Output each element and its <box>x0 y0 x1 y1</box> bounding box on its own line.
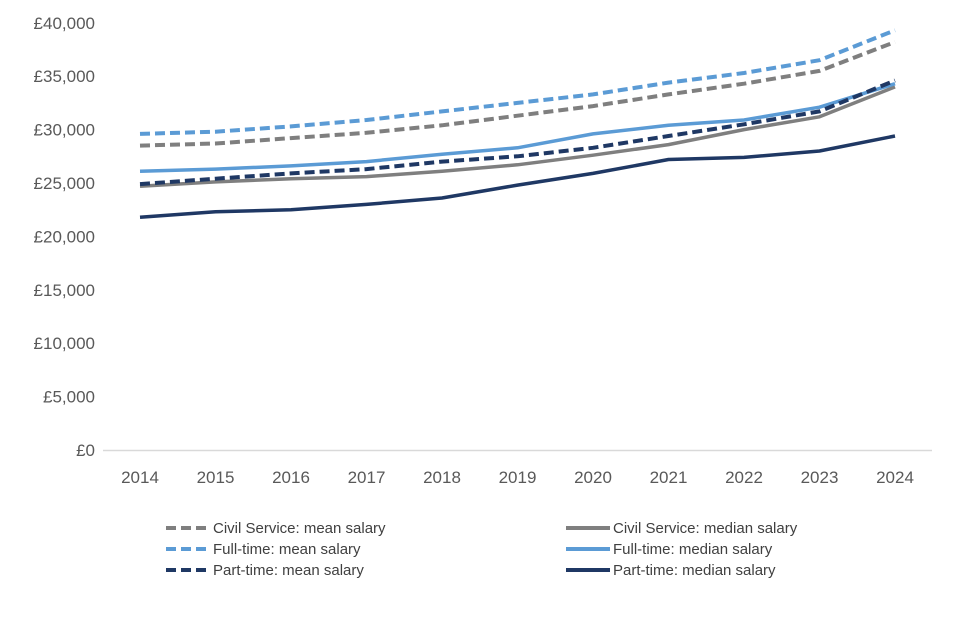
series-line-part-time-median-salary <box>139 134 896 219</box>
legend-item: Civil Service: median salary <box>566 519 798 537</box>
x-axis-tick-label: 2024 <box>876 468 914 487</box>
x-axis-tick-label: 2015 <box>197 468 235 487</box>
series-line-civil-service-median-salary <box>139 85 896 188</box>
y-axis-tick-label: £5,000 <box>43 388 95 407</box>
legend-label: Full-time: mean salary <box>213 540 361 558</box>
solid-line-sample-icon <box>566 547 610 551</box>
legend-column: Civil Service: mean salary Full-time: mea… <box>166 519 566 579</box>
legend-item: Full-time: mean salary <box>166 540 566 558</box>
y-axis-tick-label: £15,000 <box>34 281 95 300</box>
y-axis-tick-label: £35,000 <box>34 67 95 86</box>
x-axis-tick-label: 2019 <box>499 468 537 487</box>
salary-line-chart: £0 £5,000 £10,000 £15,000 £20,000 £25,000 £30,… <box>34 14 932 487</box>
legend-label: Part-time: mean salary <box>213 561 364 579</box>
y-axis-tick-label: £20,000 <box>34 227 95 246</box>
series-line-part-time-mean-salary <box>139 78 896 187</box>
solid-line-sample-icon <box>566 526 610 530</box>
x-axis-tick-label: 2021 <box>650 468 688 487</box>
x-axis-tick-label: 2018 <box>423 468 461 487</box>
legend-item: Part-time: mean salary <box>166 561 566 579</box>
legend-item: Full-time: median salary <box>566 540 797 558</box>
y-axis-tick-label: £40,000 <box>34 14 95 33</box>
chart-legend: Civil Service: mean salary Full-time: mea… <box>0 519 960 579</box>
dashed-line-sample-icon <box>166 526 210 530</box>
dashed-line-sample-icon <box>166 568 210 572</box>
y-axis-tick-label: £25,000 <box>34 174 95 193</box>
x-axis-tick-label: 2017 <box>348 468 386 487</box>
dashed-line-sample-icon <box>166 547 210 551</box>
legend-column: Civil Service: median salary Full-time: m… <box>566 519 798 579</box>
series-line-full-time-mean-salary <box>139 28 896 136</box>
solid-line-sample-icon <box>566 568 610 572</box>
x-axis-tick-label: 2020 <box>574 468 612 487</box>
legend-item: Civil Service: mean salary <box>166 519 566 537</box>
legend-label: Civil Service: mean salary <box>213 519 386 537</box>
legend-item: Part-time: median salary <box>566 561 797 579</box>
y-axis-tick-label: £10,000 <box>34 334 95 353</box>
legend-label: Full-time: median salary <box>613 540 773 558</box>
series-line-full-time-median-salary <box>139 82 896 174</box>
y-axis-tick-label: £30,000 <box>34 121 95 140</box>
x-axis-tick-label: 2022 <box>725 468 763 487</box>
legend-label: Part-time: median salary <box>613 561 776 579</box>
x-axis-tick-label: 2014 <box>121 468 159 487</box>
legend-label: Civil Service: median salary <box>613 519 798 537</box>
x-axis-tick-label: 2023 <box>801 468 839 487</box>
x-axis-tick-label: 2016 <box>272 468 310 487</box>
series-line-civil-service-mean-salary <box>139 40 896 148</box>
y-axis-tick-label: £0 <box>76 441 95 460</box>
